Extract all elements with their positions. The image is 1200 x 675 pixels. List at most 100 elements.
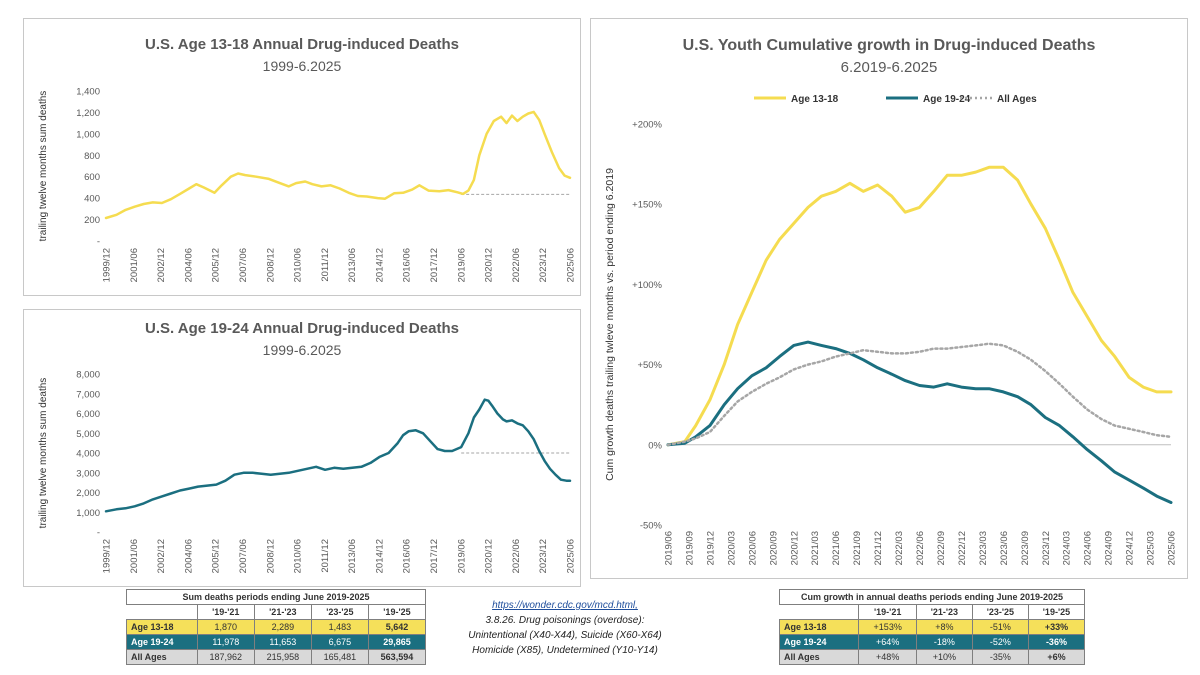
x-tick-label: 2016/06 [402, 248, 413, 282]
table-cell: +6% [1027, 649, 1086, 665]
source-line: Unintentional (X40-X44), Suicide (X60-X6… [468, 630, 662, 641]
x-tick-label: 2004/06 [183, 248, 194, 282]
sum-deaths-table: Sum deaths periods ending June 2019-2025… [126, 589, 427, 665]
x-tick-label: 2022/06 [915, 531, 926, 565]
x-tick-label: 2023/03 [978, 531, 989, 565]
y-tick-label: 6,000 [76, 409, 100, 420]
x-tick-label: 2024/12 [1125, 531, 1136, 565]
chart-age-19-24: - 1,000 2,000 3,000 4,000 5,000 6,000 7,000 8,00… [38, 370, 577, 574]
y-tick-label: +50% [637, 360, 662, 371]
y-axis-label: trailing twelve months sum deaths [38, 378, 49, 529]
x-tick-label: 2022/03 [894, 531, 905, 565]
x-tick-label: 2023/12 [1041, 531, 1052, 565]
y-tick-label: +200% [632, 120, 662, 131]
x-tick-label: 2008/12 [265, 248, 276, 282]
x-tick-label: 2025/06 [1167, 531, 1178, 565]
chart-cumulative-growth: -50% 0% +50% +100% +150% +200% Cum growth deat… [604, 94, 1178, 565]
x-tick-label: 2007/06 [238, 248, 249, 282]
table-cell: +153% [858, 619, 917, 635]
x-tick-label: 2002/12 [156, 248, 167, 282]
table-cell: 165,481 [310, 649, 369, 665]
x-tick-label: 2016/06 [402, 539, 413, 573]
x-tick-label: 2021/12 [873, 531, 884, 565]
x-tick-label: 2002/12 [156, 539, 167, 573]
x-tick-label: 2013/06 [347, 248, 358, 282]
x-tick-label: 2004/06 [183, 539, 194, 573]
x-tick-label: 1999/12 [102, 248, 113, 282]
x-tick-label: 2020/03 [726, 531, 737, 565]
x-tick-label: 2020/09 [768, 531, 779, 565]
table-cell: 6,675 [310, 634, 369, 650]
y-tick-label: 0% [648, 440, 662, 451]
chart-title: U.S. Age 19-24 Annual Drug-induced Death… [145, 320, 459, 337]
x-tick-label: 2020/12 [484, 248, 495, 282]
table-cell: 11,653 [253, 634, 312, 650]
x-tick-label: 2013/06 [347, 539, 358, 573]
x-tick-label: 2022/12 [957, 531, 968, 565]
x-tick-label: 2020/06 [747, 531, 758, 565]
x-tick-label: 2022/06 [511, 248, 522, 282]
x-tick-label: 2017/12 [429, 539, 440, 573]
x-tick-label: 2023/06 [999, 531, 1010, 565]
column-header: '19-'25 [367, 604, 427, 620]
legend-label: All Ages [997, 94, 1037, 105]
x-tick-label: 2019/09 [684, 531, 695, 565]
legend-label: Age 13-18 [791, 94, 839, 105]
column-header: '21-'23 [253, 604, 312, 620]
x-tick-label: 2025/03 [1146, 531, 1157, 565]
x-tick-label: 2020/12 [484, 539, 495, 573]
y-tick-label: 1,200 [76, 108, 100, 119]
table-cell: 215,958 [253, 649, 312, 665]
series-line-age-13-18 [666, 165, 1173, 447]
series-line-age-19-24 [666, 340, 1173, 504]
y-tick-label: 1,400 [76, 87, 100, 98]
chart-panel-age-13-18: U.S. Age 13-18 Annual Drug-induced Death… [23, 18, 581, 296]
x-tick-label: 2019/06 [456, 539, 467, 573]
source-link[interactable]: https://wonder.cdc.gov/mcd.html, [492, 600, 638, 611]
column-header: '19-'25 [1027, 604, 1086, 620]
y-tick-label: -50% [640, 521, 663, 532]
cum-growth-table: Cum growth in annual deaths periods endi… [778, 589, 1086, 665]
table-cell: -36% [1027, 634, 1086, 650]
table-row: All Ages 187,962 215,958 165,481 563,594 [126, 649, 427, 665]
source-line: 3.8.26. Drug poisonings (overdose): [485, 615, 645, 626]
table-cell: 1,483 [310, 619, 369, 635]
chart-subtitle: 1999-6.2025 [262, 58, 342, 74]
table-row: Age 13-18 1,870 2,289 1,483 5,642 [126, 619, 427, 635]
x-tick-label: 2014/12 [374, 539, 385, 573]
y-tick-label: 8,000 [76, 370, 100, 381]
table-cell: 29,865 [367, 634, 427, 650]
table-cell: -52% [971, 634, 1029, 650]
table-cell: +33% [1027, 619, 1086, 635]
column-header: '23-'25 [310, 604, 369, 620]
x-tick-label: 2005/12 [211, 248, 222, 282]
x-tick-label: 2025/06 [566, 539, 577, 573]
row-label: Age 13-18 [778, 619, 860, 635]
x-tick-label: 2025/06 [566, 248, 577, 282]
y-tick-label: 3,000 [76, 468, 100, 479]
table-caption: Cum growth in annual deaths periods endi… [779, 589, 1085, 605]
table-cell: +8% [915, 619, 973, 635]
table-cell: +10% [915, 649, 973, 665]
x-tick-label: 2010/06 [293, 248, 304, 282]
x-tick-label: 2001/06 [129, 248, 140, 282]
table-cell: -18% [915, 634, 973, 650]
x-tick-label: 2019/06 [664, 531, 675, 565]
y-tick-label: - [97, 528, 100, 539]
chart-panel-age-19-24: U.S. Age 19-24 Annual Drug-induced Death… [23, 309, 581, 587]
x-tick-label: 1999/12 [102, 539, 113, 573]
column-header: '19-'21 [858, 604, 917, 620]
chart-age-13-18: - 200 400 600 800 1,000 1,200 1,400 trailing twe… [38, 87, 577, 283]
table-row: Age 19-24 11,978 11,653 6,675 29,865 [126, 634, 427, 650]
x-tick-label: 2020/12 [789, 531, 800, 565]
y-tick-label: 5,000 [76, 429, 100, 440]
x-tick-label: 2005/12 [211, 539, 222, 573]
y-axis-label: trailing twelve months sum deaths [38, 91, 49, 242]
row-label: Age 13-18 [126, 619, 198, 635]
x-tick-label: 2019/06 [456, 248, 467, 282]
y-tick-label: 600 [84, 172, 100, 183]
x-tick-label: 2022/09 [936, 531, 947, 565]
x-tick-label: 2001/06 [129, 539, 140, 573]
row-label: All Ages [778, 649, 860, 665]
x-tick-label: 2010/06 [293, 539, 304, 573]
